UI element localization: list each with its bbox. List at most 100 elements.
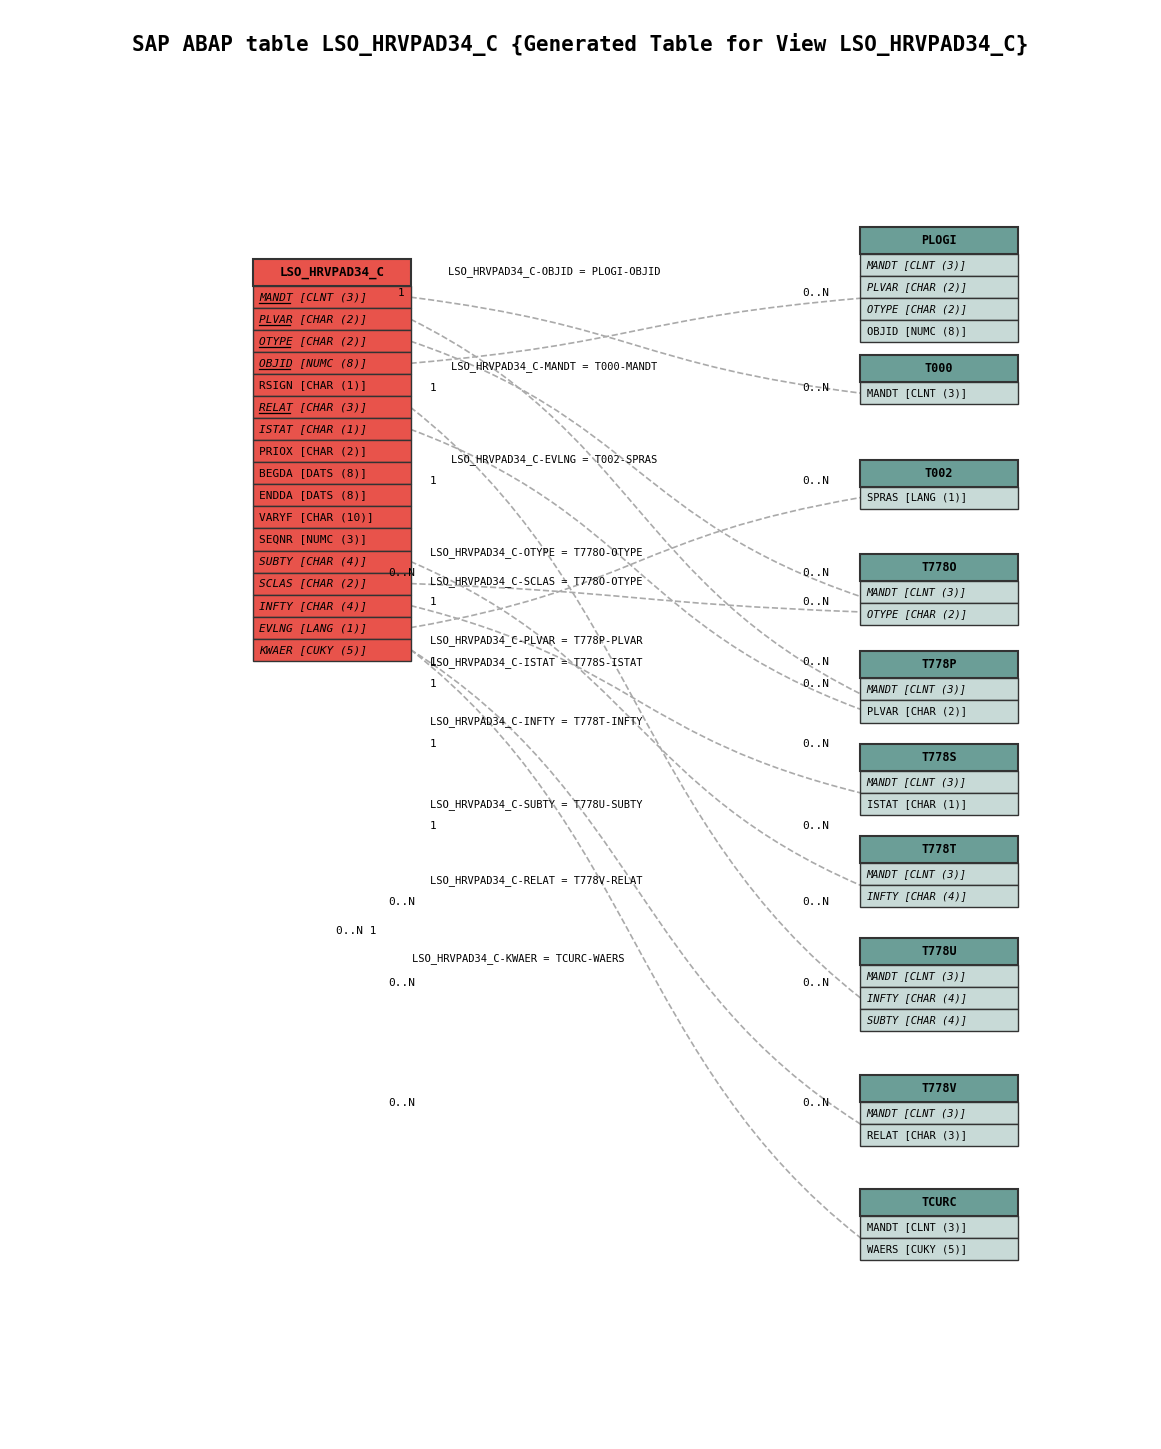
Text: 0..N: 0..N xyxy=(802,597,829,607)
FancyBboxPatch shape xyxy=(860,254,1018,277)
Text: 1: 1 xyxy=(430,656,437,667)
Text: T778T: T778T xyxy=(922,843,957,856)
FancyBboxPatch shape xyxy=(253,440,411,462)
Text: 1: 1 xyxy=(430,597,437,607)
FancyBboxPatch shape xyxy=(860,1188,1018,1216)
Text: LSO_HRVPAD34_C: LSO_HRVPAD34_C xyxy=(280,267,384,280)
FancyBboxPatch shape xyxy=(253,419,411,440)
Text: PLVAR [CHAR (2)]: PLVAR [CHAR (2)] xyxy=(259,314,367,325)
FancyBboxPatch shape xyxy=(860,277,1018,298)
Text: T778O: T778O xyxy=(922,561,957,574)
Text: 0..N: 0..N xyxy=(802,820,829,830)
FancyBboxPatch shape xyxy=(253,639,411,661)
FancyBboxPatch shape xyxy=(860,885,1018,907)
Text: VARYF [CHAR (10)]: VARYF [CHAR (10)] xyxy=(259,513,374,523)
FancyBboxPatch shape xyxy=(253,330,411,352)
Text: 0..N: 0..N xyxy=(802,656,829,667)
Text: MANDT [CLNT (3)]: MANDT [CLNT (3)] xyxy=(259,293,367,303)
FancyBboxPatch shape xyxy=(253,617,411,639)
Text: MANDT [CLNT (3)]: MANDT [CLNT (3)] xyxy=(867,777,967,787)
Text: INFTY [CHAR (4)]: INFTY [CHAR (4)] xyxy=(867,993,967,1003)
Text: PLVAR [CHAR (2)]: PLVAR [CHAR (2)] xyxy=(867,283,967,293)
Text: MANDT [CLNT (3)]: MANDT [CLNT (3)] xyxy=(867,261,967,270)
Text: 0..N: 0..N xyxy=(388,897,416,907)
FancyBboxPatch shape xyxy=(253,572,411,594)
Text: LSO_HRVPAD34_C-INFTY = T778T-INFTY: LSO_HRVPAD34_C-INFTY = T778T-INFTY xyxy=(431,717,643,727)
FancyBboxPatch shape xyxy=(860,700,1018,723)
Text: LSO_HRVPAD34_C-SUBTY = T778U-SUBTY: LSO_HRVPAD34_C-SUBTY = T778U-SUBTY xyxy=(431,798,643,810)
Text: 0..N: 0..N xyxy=(388,1098,416,1108)
Text: WAERS [CUKY (5)]: WAERS [CUKY (5)] xyxy=(867,1243,967,1253)
FancyBboxPatch shape xyxy=(253,594,411,617)
FancyBboxPatch shape xyxy=(860,1216,1018,1237)
FancyBboxPatch shape xyxy=(253,374,411,397)
FancyBboxPatch shape xyxy=(253,551,411,572)
FancyBboxPatch shape xyxy=(253,397,411,419)
FancyBboxPatch shape xyxy=(860,603,1018,625)
FancyBboxPatch shape xyxy=(860,1009,1018,1030)
Text: RSIGN [CHAR (1)]: RSIGN [CHAR (1)] xyxy=(259,380,367,390)
Text: 0..N: 0..N xyxy=(802,978,829,988)
Text: SUBTY [CHAR (4)]: SUBTY [CHAR (4)] xyxy=(867,1014,967,1024)
FancyBboxPatch shape xyxy=(860,487,1018,509)
Text: MANDT [CLNT (3)]: MANDT [CLNT (3)] xyxy=(867,1108,967,1119)
Text: BEGDA [DATS (8)]: BEGDA [DATS (8)] xyxy=(259,468,367,478)
Text: RELAT [CHAR (3)]: RELAT [CHAR (3)] xyxy=(867,1130,967,1140)
FancyBboxPatch shape xyxy=(860,227,1018,254)
FancyBboxPatch shape xyxy=(860,793,1018,814)
Text: T778S: T778S xyxy=(922,751,957,764)
Text: LSO_HRVPAD34_C-PLVAR = T778P-PLVAR: LSO_HRVPAD34_C-PLVAR = T778P-PLVAR xyxy=(431,635,643,646)
Text: 0..N: 0..N xyxy=(802,568,829,578)
Text: SPRAS [LANG (1)]: SPRAS [LANG (1)] xyxy=(867,493,967,503)
FancyBboxPatch shape xyxy=(860,298,1018,320)
Text: PLOGI: PLOGI xyxy=(922,235,957,248)
FancyBboxPatch shape xyxy=(860,743,1018,771)
Text: 1: 1 xyxy=(430,820,437,830)
Text: T002: T002 xyxy=(925,467,953,480)
Text: INFTY [CHAR (4)]: INFTY [CHAR (4)] xyxy=(259,600,367,610)
Text: MANDT [CLNT (3)]: MANDT [CLNT (3)] xyxy=(867,388,967,398)
FancyBboxPatch shape xyxy=(253,259,411,285)
Text: EVLNG [LANG (1)]: EVLNG [LANG (1)] xyxy=(259,623,367,633)
Text: 0..N: 0..N xyxy=(802,739,829,749)
Text: 1: 1 xyxy=(430,475,437,485)
FancyBboxPatch shape xyxy=(860,355,1018,383)
FancyBboxPatch shape xyxy=(253,352,411,374)
Text: 0..N: 0..N xyxy=(388,568,416,578)
Text: 0..N: 0..N xyxy=(802,680,829,690)
FancyBboxPatch shape xyxy=(860,864,1018,885)
Text: PLVAR [CHAR (2)]: PLVAR [CHAR (2)] xyxy=(867,707,967,716)
Text: OTYPE [CHAR (2)]: OTYPE [CHAR (2)] xyxy=(867,609,967,619)
FancyBboxPatch shape xyxy=(860,581,1018,603)
Text: T778V: T778V xyxy=(922,1082,957,1095)
FancyBboxPatch shape xyxy=(253,484,411,507)
Text: LSO_HRVPAD34_C-EVLNG = T002-SPRAS: LSO_HRVPAD34_C-EVLNG = T002-SPRAS xyxy=(452,454,657,465)
FancyBboxPatch shape xyxy=(860,459,1018,487)
Text: LSO_HRVPAD34_C-SCLAS = T778O-OTYPE: LSO_HRVPAD34_C-SCLAS = T778O-OTYPE xyxy=(431,577,643,587)
Text: 0..N: 0..N xyxy=(388,978,416,988)
FancyBboxPatch shape xyxy=(860,836,1018,864)
Text: ENDDA [DATS (8)]: ENDDA [DATS (8)] xyxy=(259,490,367,500)
Text: MANDT [CLNT (3)]: MANDT [CLNT (3)] xyxy=(867,684,967,694)
Text: ISTAT [CHAR (1)]: ISTAT [CHAR (1)] xyxy=(867,798,967,809)
Text: SEQNR [NUMC (3)]: SEQNR [NUMC (3)] xyxy=(259,535,367,545)
FancyBboxPatch shape xyxy=(253,507,411,529)
Text: LSO_HRVPAD34_C-OTYPE = T778O-OTYPE: LSO_HRVPAD34_C-OTYPE = T778O-OTYPE xyxy=(431,546,643,558)
Text: 0..N: 0..N xyxy=(802,897,829,907)
FancyBboxPatch shape xyxy=(860,678,1018,700)
Text: 0..N: 0..N xyxy=(802,287,829,297)
Text: 1: 1 xyxy=(430,739,437,749)
Text: KWAER [CUKY (5)]: KWAER [CUKY (5)] xyxy=(259,645,367,655)
Text: T778P: T778P xyxy=(922,658,957,671)
Text: MANDT [CLNT (3)]: MANDT [CLNT (3)] xyxy=(867,587,967,597)
Text: OTYPE [CHAR (2)]: OTYPE [CHAR (2)] xyxy=(259,336,367,346)
FancyBboxPatch shape xyxy=(860,938,1018,965)
FancyBboxPatch shape xyxy=(860,554,1018,581)
Text: 1: 1 xyxy=(430,384,437,394)
FancyBboxPatch shape xyxy=(253,309,411,330)
Text: SUBTY [CHAR (4)]: SUBTY [CHAR (4)] xyxy=(259,556,367,567)
Text: SCLAS [CHAR (2)]: SCLAS [CHAR (2)] xyxy=(259,578,367,588)
FancyBboxPatch shape xyxy=(860,1075,1018,1103)
Text: T778U: T778U xyxy=(922,945,957,958)
Text: ISTAT [CHAR (1)]: ISTAT [CHAR (1)] xyxy=(259,425,367,435)
